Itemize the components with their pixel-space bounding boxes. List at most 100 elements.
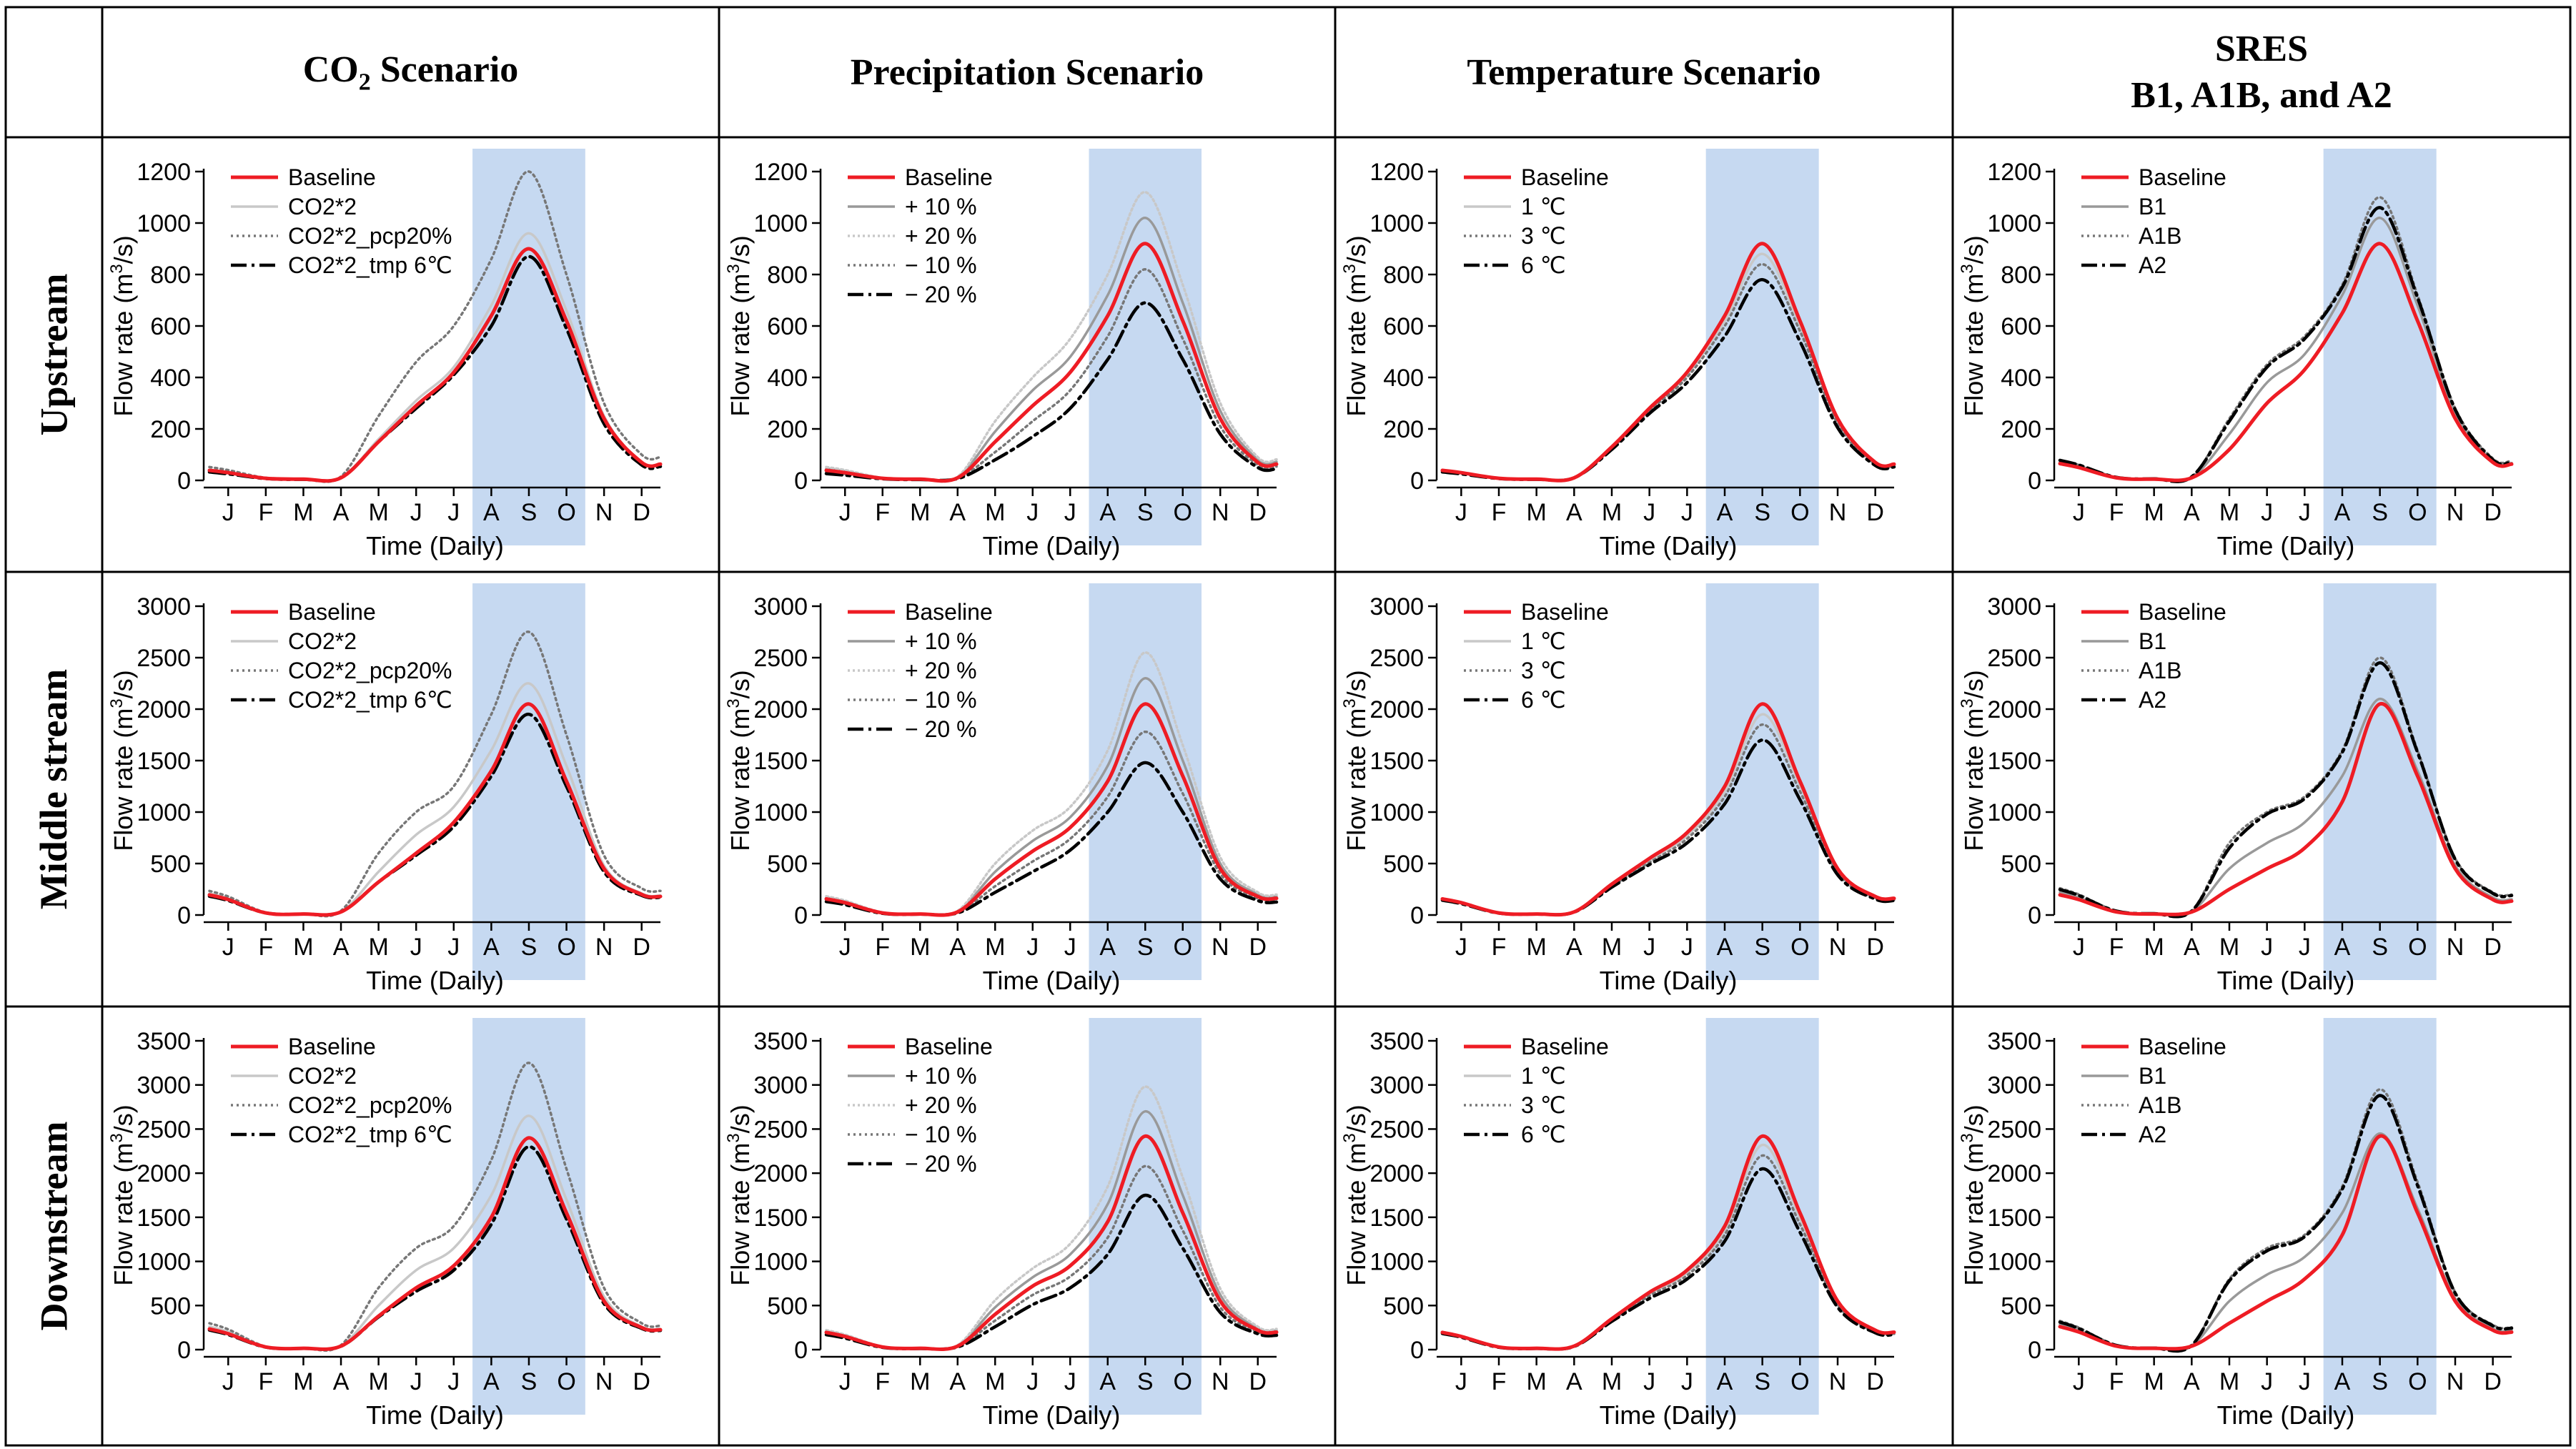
series-line-b1 xyxy=(2059,1132,2513,1352)
y-tick-label: 1200 xyxy=(1369,159,1424,186)
x-tick-label: J xyxy=(2073,1368,2085,1395)
y-tick-label: 500 xyxy=(2001,851,2041,878)
x-tick-label: J xyxy=(1455,1368,1467,1395)
x-tick-label: N xyxy=(1212,934,1229,961)
x-tick-label: M xyxy=(1602,934,1622,961)
y-tick-label: 2500 xyxy=(1987,1116,2041,1143)
y-tick-label: 3000 xyxy=(137,593,191,620)
x-tick-label: M xyxy=(2144,1368,2164,1395)
y-tick-label: 500 xyxy=(767,1292,808,1320)
legend-label: − 10 % xyxy=(905,252,977,278)
x-tick-label: S xyxy=(1137,499,1154,526)
x-tick-label: J xyxy=(2299,1368,2311,1395)
x-tick-label: J xyxy=(447,934,460,961)
col-header-temperature: Temperature Scenario xyxy=(1467,51,1821,93)
x-tick-label: M xyxy=(910,934,930,961)
x-tick-label: F xyxy=(258,499,273,526)
y-axis-label: Flow rate (m3/s) xyxy=(107,1104,138,1285)
x-tick-label: J xyxy=(839,1368,851,1395)
y-tick-label: 0 xyxy=(177,902,191,929)
series-line-baseline xyxy=(2058,1134,2514,1351)
chart-down-sres: 0 500 1000 1500 2000 2500 3000 3500 J F M A M J J A S O N D… xyxy=(1953,1007,2570,1445)
legend-label: Baseline xyxy=(1521,599,1609,625)
chart-down-co2: 0 500 1000 1500 2000 2500 3000 3500 J F M A M J J A S O N D… xyxy=(102,1007,719,1445)
y-axis-label: Flow rate (m3/s) xyxy=(1340,670,1371,851)
legend-label: 1 ℃ xyxy=(1521,1063,1566,1089)
x-tick-label: S xyxy=(1754,1368,1770,1395)
highlight-band-aso xyxy=(472,149,585,545)
series-line-3 xyxy=(1441,262,1896,482)
x-tick-label: D xyxy=(1249,934,1267,961)
highlight-band-aso xyxy=(1705,149,1819,545)
y-tick-label: 0 xyxy=(1410,902,1424,929)
y-tick-label: 1000 xyxy=(1369,1249,1424,1276)
x-tick-label: N xyxy=(595,934,613,961)
y-tick-label: 1200 xyxy=(137,159,191,186)
x-tick-label: O xyxy=(2408,1368,2427,1395)
x-tick-label: F xyxy=(2109,499,2124,526)
series-line-20 xyxy=(825,651,1278,917)
y-tick-label: 0 xyxy=(794,902,808,929)
series-line-co2-2-tmp-6 xyxy=(207,1144,663,1351)
x-tick-label: F xyxy=(2109,934,2124,961)
series-line-3 xyxy=(1441,1154,1896,1350)
legend-label: Baseline xyxy=(2139,599,2226,625)
x-tick-label: F xyxy=(1492,1368,1507,1395)
x-tick-label: N xyxy=(1829,499,1847,526)
legend-label: A1B xyxy=(2139,658,2181,683)
y-tick-label: 2500 xyxy=(137,1116,191,1143)
x-tick-label: A xyxy=(2184,499,2200,526)
x-tick-label: J xyxy=(2299,934,2311,961)
x-tick-label: O xyxy=(1174,1368,1192,1395)
legend-label: + 20 % xyxy=(905,658,977,683)
y-tick-label: 3000 xyxy=(1987,593,2041,620)
col-header-precipitation: Precipitation Scenario xyxy=(850,51,1204,93)
y-axis-label: Flow rate (m3/s) xyxy=(724,235,755,416)
x-tick-label: J xyxy=(1455,934,1467,961)
y-tick-label: 800 xyxy=(1383,262,1424,289)
series-line-6 xyxy=(1440,738,1896,916)
x-tick-label: S xyxy=(1754,499,1770,526)
chart-down-tmp: 0 500 1000 1500 2000 2500 3000 3500 J F M A M J J A S O N D… xyxy=(1335,1007,1953,1445)
legend-label: + 10 % xyxy=(905,1063,977,1089)
x-tick-label: S xyxy=(1137,934,1154,961)
series-line-a1b xyxy=(2059,196,2513,483)
x-tick-label: D xyxy=(633,934,650,961)
x-tick-label: M xyxy=(910,1368,930,1395)
x-tick-label: O xyxy=(2408,934,2427,961)
legend-label: B1 xyxy=(2139,194,2166,219)
x-tick-label: F xyxy=(258,934,273,961)
x-tick-label: S xyxy=(521,934,538,961)
x-tick-label: J xyxy=(1455,499,1467,526)
legend-label: CO2*2_pcp20% xyxy=(288,1092,452,1118)
series-line-a2 xyxy=(2058,1094,2514,1353)
y-tick-label: 1500 xyxy=(137,1205,191,1232)
x-tick-label: D xyxy=(1866,934,1884,961)
series-line-20 xyxy=(825,1085,1278,1351)
y-tick-label: 1200 xyxy=(1987,159,2041,186)
series-line-a1b xyxy=(2059,1088,2513,1352)
x-tick-label: J xyxy=(1681,934,1693,961)
legend-label: Baseline xyxy=(2139,164,2226,190)
y-tick-label: 400 xyxy=(150,365,191,392)
chart-mid-tmp: 0 500 1000 1500 2000 2500 3000 J F M A M J J A S O N D Time… xyxy=(1335,572,1953,1007)
x-tick-label: J xyxy=(1643,1368,1655,1395)
x-tick-label: A xyxy=(1566,1368,1582,1395)
y-tick-label: 600 xyxy=(1383,313,1424,340)
legend-label: − 10 % xyxy=(905,687,977,713)
x-tick-label: J xyxy=(2261,499,2273,526)
x-tick-label: A xyxy=(333,1368,350,1395)
legend-label: CO2*2_tmp 6℃ xyxy=(288,687,452,713)
y-tick-label: 2000 xyxy=(1987,1160,2041,1187)
x-tick-label: M xyxy=(1602,1368,1622,1395)
y-tick-label: 2500 xyxy=(1987,645,2041,672)
x-tick-label: A xyxy=(483,499,500,526)
x-tick-label: D xyxy=(1866,1368,1884,1395)
y-axis-label: Flow rate (m3/s) xyxy=(107,670,138,851)
x-tick-label: A xyxy=(2334,499,2351,526)
y-tick-label: 200 xyxy=(767,416,808,443)
col-header-sres: SRES B1, A1B, and A2 xyxy=(2131,29,2392,116)
y-tick-label: 1500 xyxy=(1987,1205,2041,1232)
